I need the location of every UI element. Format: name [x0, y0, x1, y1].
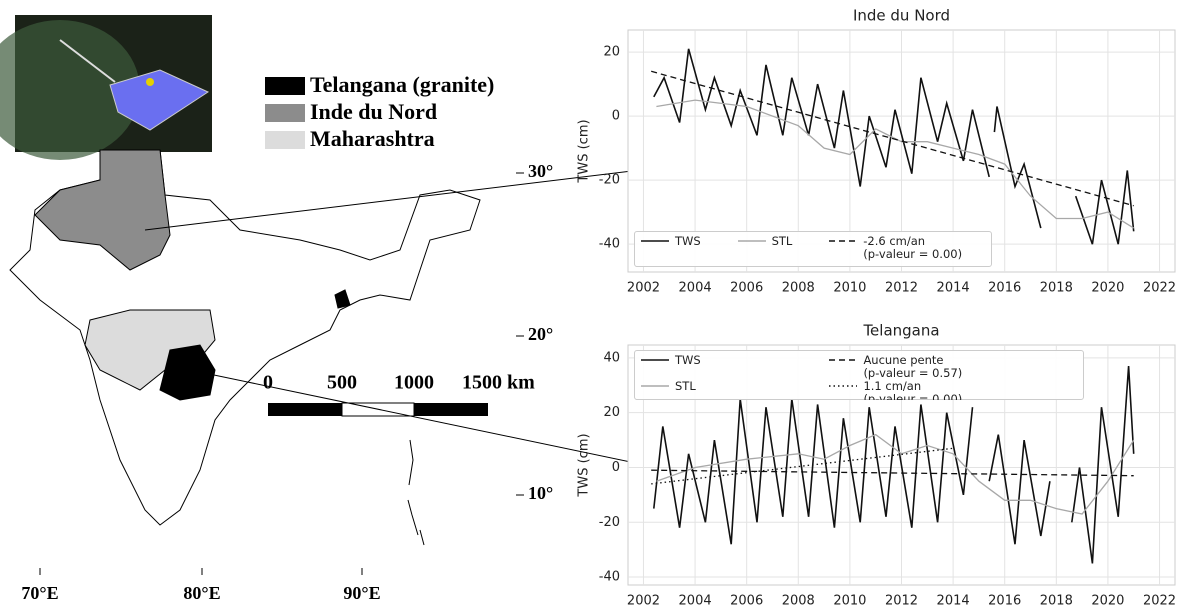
legend-swatch — [829, 385, 858, 387]
legend-swatch — [265, 77, 305, 95]
legend-item: STL — [641, 380, 815, 393]
arrow — [144, 162, 706, 231]
legend-label: -2.6 cm/an (p-valeur = 0.00) — [863, 234, 963, 261]
map-legend-label: Telangana (granite) — [310, 72, 494, 97]
legend-item: 1.1 cm/an (p-valeur = 0.00) — [829, 380, 1077, 400]
legend-swatch — [265, 131, 305, 149]
legend: TWS STL Aucune pente (p-valeur = 0.57)1.1 … — [634, 350, 1084, 400]
x-tick-label: 2014 — [937, 594, 970, 608]
x-tick-label: 2012 — [885, 594, 918, 608]
series-line — [651, 70, 1134, 207]
longitude-label: 70°E — [21, 583, 58, 603]
legend-label: STL — [675, 379, 696, 393]
region-inde-du-nord — [34, 149, 171, 271]
y-tick-label: 20 — [603, 405, 620, 420]
scale-bar — [268, 403, 342, 416]
satellite-image — [0, 15, 212, 160]
legend-swatch — [641, 240, 669, 242]
legend-item: -2.6 cm/an (p-valeur = 0.00) — [829, 235, 985, 261]
latitude-label: 10° — [528, 483, 553, 503]
scale-label: 1500 km — [462, 372, 535, 394]
legend-swatch — [829, 240, 858, 242]
india-map — [9, 149, 481, 546]
x-tick-label: 2008 — [782, 594, 815, 608]
y-tick-label: -20 — [599, 173, 620, 188]
region-telangana — [159, 344, 216, 401]
scale-label: 1000 — [394, 372, 434, 394]
scale-bar — [414, 403, 488, 416]
x-tick-label: 2012 — [885, 281, 918, 296]
legend-box: TWS STL Aucune pente (p-valeur = 0.57) 1.1 … — [634, 350, 1084, 400]
legend-swatch — [265, 104, 305, 122]
x-tick-label: 2018 — [1040, 281, 1073, 296]
legend-swatch — [641, 385, 669, 387]
legend-label: Aucune pente (p-valeur = 0.57) — [863, 353, 963, 380]
map-legend-label: Maharashtra — [310, 126, 435, 151]
x-tick-label: 2018 — [1040, 594, 1073, 608]
x-tick-label: 2006 — [730, 594, 763, 608]
y-tick-label: 40 — [603, 350, 620, 365]
x-tick-label: 2022 — [1143, 594, 1176, 608]
x-tick-label: 2010 — [833, 281, 866, 296]
chart-title: Telangana — [862, 322, 939, 340]
x-tick-label: 2022 — [1143, 281, 1176, 296]
x-tick-label: 2004 — [679, 594, 712, 608]
legend-box: TWS STL -2.6 cm/an (p-valeur = 0.00) — [634, 231, 992, 267]
x-tick-label: 2016 — [988, 594, 1021, 608]
legend-item: Aucune pente (p-valeur = 0.57) — [829, 354, 1077, 380]
series-line — [653, 366, 1135, 564]
arrow — [189, 369, 650, 466]
latitude-label: 20° — [528, 324, 553, 344]
x-tick-label: 2014 — [937, 281, 970, 296]
map-legend-label: Inde du Nord — [310, 99, 437, 124]
legend-label: TWS — [675, 353, 701, 367]
legend: TWS STL -2.6 cm/an (p-valeur = 0.00) — [634, 231, 992, 267]
y-axis-label: TWS (cm) — [577, 119, 592, 183]
legend-item: TWS — [641, 354, 815, 367]
x-tick-label: 2008 — [782, 281, 815, 296]
x-tick-label: 2006 — [730, 281, 763, 296]
y-tick-label: 0 — [612, 460, 620, 475]
y-tick-label: 0 — [612, 109, 620, 124]
legend-label: TWS — [675, 234, 701, 248]
scale-label: 0 — [263, 372, 273, 394]
x-tick-label: 2020 — [1091, 594, 1124, 608]
legend-swatch — [641, 359, 669, 361]
latitude-label: 30° — [528, 161, 553, 181]
x-tick-label: 2002 — [627, 594, 660, 608]
legend-swatch — [737, 240, 766, 242]
x-tick-label: 2010 — [833, 594, 866, 608]
y-tick-label: -40 — [599, 237, 620, 252]
scale-label: 500 — [327, 372, 357, 394]
y-tick-label: -40 — [599, 570, 620, 585]
legend-item: STL — [737, 234, 816, 248]
x-tick-label: 2004 — [679, 281, 712, 296]
series-line — [651, 447, 954, 485]
legend-swatch — [829, 359, 858, 361]
series-line — [651, 469, 1134, 477]
series-line — [653, 48, 1135, 245]
y-axis-label: TWS (cm) — [577, 433, 592, 497]
longitude-label: 80°E — [183, 583, 220, 603]
legend-label: 1.1 cm/an (p-valeur = 0.00) — [863, 379, 963, 401]
longitude-label: 90°E — [343, 583, 380, 603]
x-tick-label: 2020 — [1091, 281, 1124, 296]
y-tick-label: -20 — [599, 515, 620, 530]
series-line — [656, 99, 1135, 229]
legend-label: STL — [771, 234, 793, 248]
x-tick-label: 2002 — [627, 281, 660, 296]
chart-title: Inde du Nord — [853, 7, 950, 25]
y-tick-label: 20 — [603, 45, 620, 60]
x-tick-label: 2016 — [988, 281, 1021, 296]
legend-item: TWS — [641, 235, 724, 248]
series-line — [656, 433, 1135, 515]
